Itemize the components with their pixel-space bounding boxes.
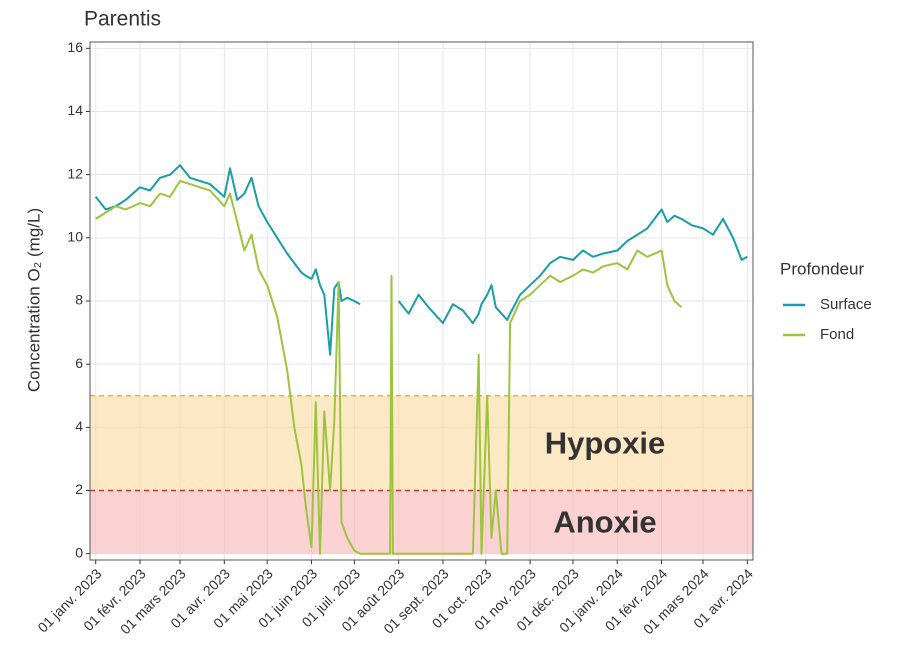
y-tick-label: 0 (75, 544, 83, 560)
series-line (95, 180, 683, 555)
series-line (94, 164, 748, 356)
y-tick-label: 8 (75, 292, 83, 308)
legend-title: Profondeur (780, 259, 864, 278)
y-tick-label: 4 (75, 418, 83, 434)
y-tick-label: 6 (75, 355, 83, 371)
zone-label: Anoxie (553, 504, 656, 539)
y-tick-label: 12 (67, 165, 83, 181)
legend-label: Fond (820, 326, 854, 343)
legend-label: Surface (820, 296, 872, 313)
panel-border (89, 41, 754, 561)
y-tick-label: 2 (75, 481, 83, 497)
y-tick-label: 14 (67, 102, 83, 118)
y-tick-label: 10 (67, 229, 83, 245)
zone-band (90, 490, 753, 554)
zone-band (90, 395, 753, 491)
y-axis-label: Concentration O₂ (mg/L) (24, 208, 43, 392)
chart-title: Parentis (84, 8, 161, 31)
zone-label: Hypoxie (545, 425, 666, 460)
y-tick-label: 16 (67, 39, 83, 55)
